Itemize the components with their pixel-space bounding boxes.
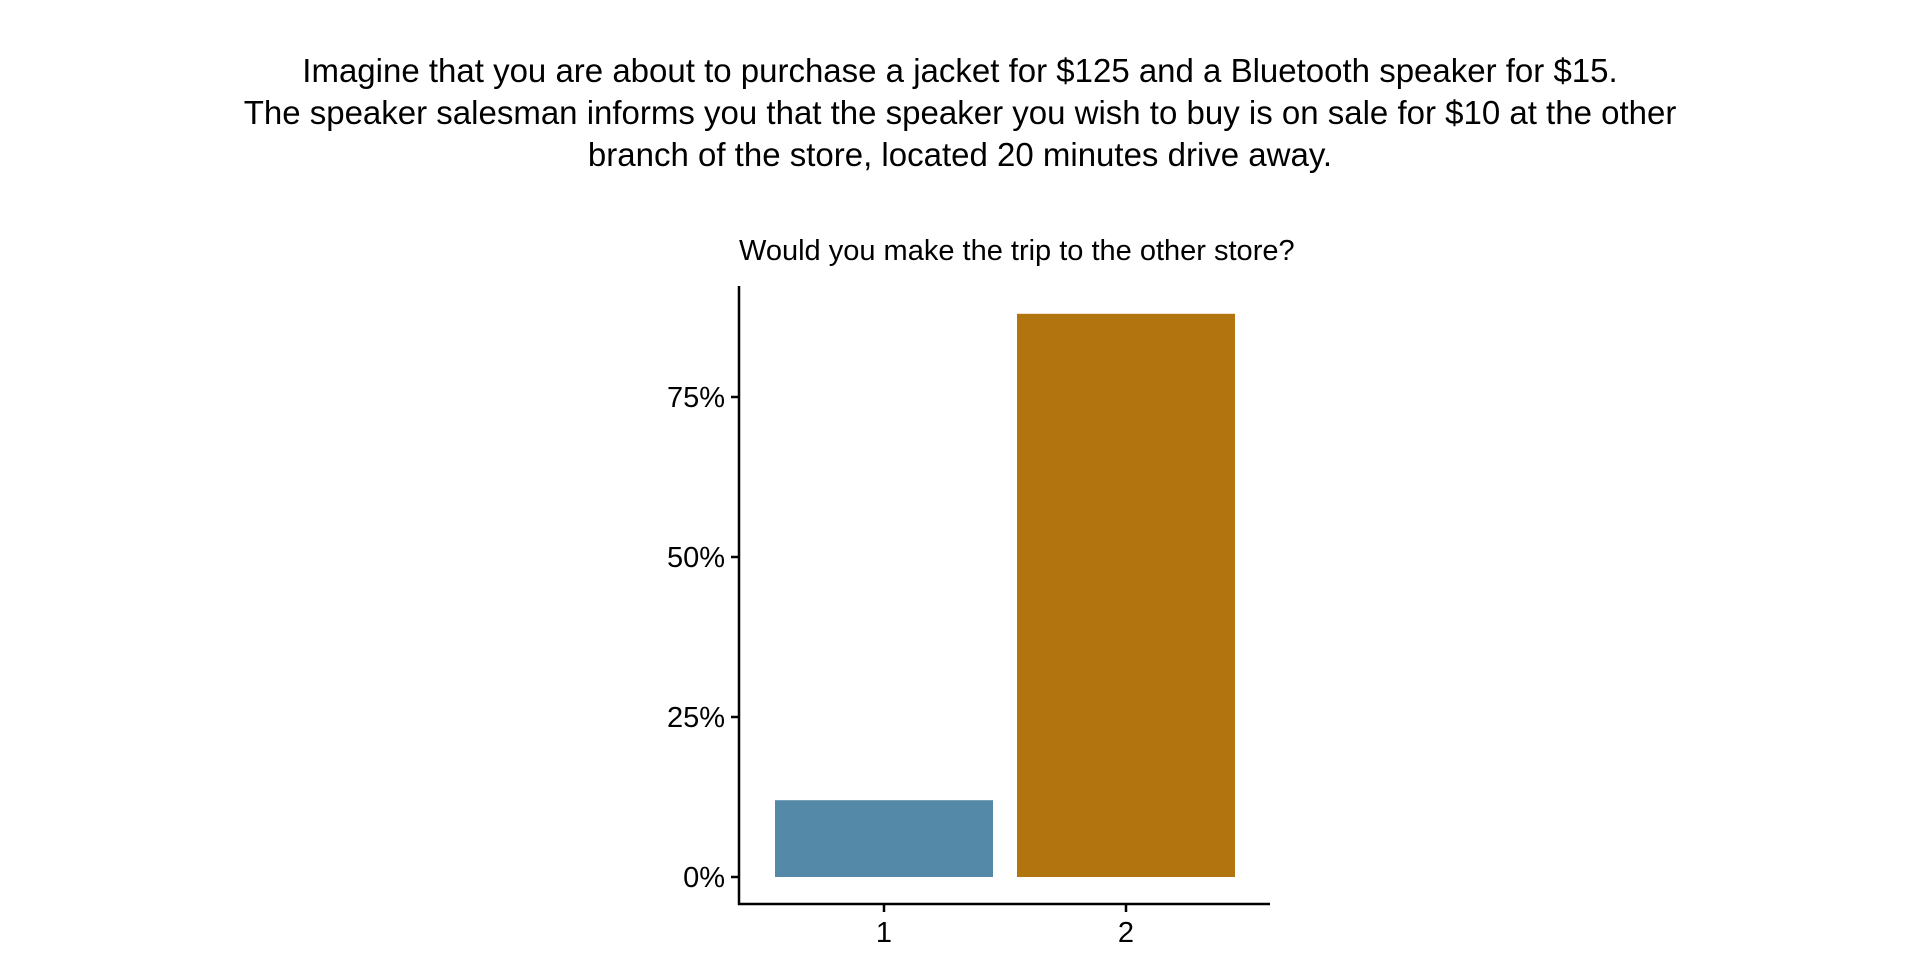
x-tick-label-1: 1 bbox=[876, 917, 892, 949]
x-tick-label-2: 2 bbox=[1118, 917, 1134, 949]
chart-title: Would you make the trip to the other sto… bbox=[739, 235, 1295, 267]
y-tick-label-0: 0% bbox=[683, 862, 725, 894]
scenario-line-1: Imagine that you are about to purchase a… bbox=[302, 52, 1618, 89]
scenario-line-3: branch of the store, located 20 minutes … bbox=[587, 136, 1333, 173]
scenario-text: Imagine that you are about to purchase a… bbox=[0, 50, 1920, 176]
y-tick-label-50: 50% bbox=[667, 542, 725, 574]
bar-1 bbox=[775, 800, 993, 877]
bar-2 bbox=[1017, 313, 1235, 877]
y-tick-label-25: 25% bbox=[667, 702, 725, 734]
scenario-line-2: The speaker salesman informs you that th… bbox=[243, 94, 1677, 131]
y-tick-label-75: 75% bbox=[667, 382, 725, 414]
